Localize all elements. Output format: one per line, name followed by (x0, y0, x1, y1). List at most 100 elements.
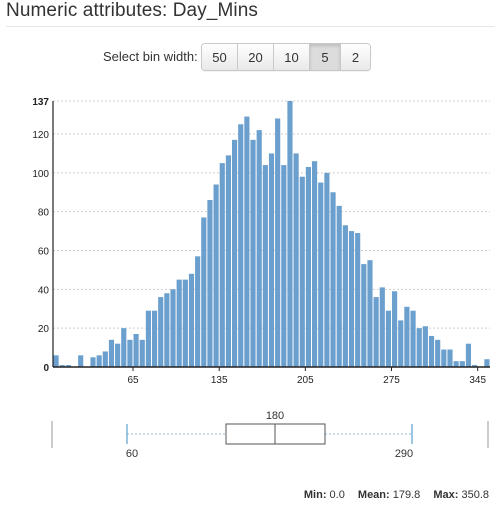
bin-width-10-button[interactable]: 10 (274, 44, 310, 70)
histogram-bar (281, 165, 287, 367)
y-tick-label: 100 (32, 169, 49, 180)
mean-stat-value: 179.8 (392, 489, 421, 501)
histogram-bar (336, 205, 342, 367)
histogram-bar (225, 155, 231, 367)
histogram-bar (422, 326, 428, 367)
histogram-bar (59, 365, 65, 367)
histogram-bar (207, 200, 213, 367)
boxplot-low-whisker-label: 60 (126, 448, 138, 460)
histogram-bar (361, 264, 367, 367)
histogram-bar (275, 118, 281, 367)
histogram-bar (318, 182, 324, 367)
histogram-bar (96, 355, 102, 367)
histogram-bar (379, 287, 385, 367)
boxplot: 180 60 290 (51, 410, 489, 460)
histogram-bar (238, 124, 244, 367)
histogram-bar (244, 116, 250, 368)
histogram-bar (404, 306, 410, 367)
max-stat-value: 350.8 (461, 489, 489, 501)
histogram-bar (158, 297, 164, 367)
histogram-bar (250, 139, 256, 367)
summary-stats: Min: 0.0 Mean: 179.8 Max: 350.8 (304, 489, 489, 501)
y-tick-label: 40 (38, 285, 50, 296)
bin-width-20-button[interactable]: 20 (238, 44, 274, 70)
x-tick-label: 275 (383, 375, 400, 386)
histogram-bar (435, 339, 441, 367)
histogram-bar (78, 355, 84, 367)
y-tick-label: 60 (38, 247, 50, 258)
histogram-bar (330, 192, 336, 367)
histogram-bar (459, 361, 465, 367)
histogram-bar (367, 260, 373, 367)
x-tick-label: 345 (469, 375, 486, 386)
y-tick-label: 0 (43, 363, 49, 374)
page-title: Numeric attributes: Day_Mins (6, 0, 258, 21)
histogram-bar (312, 161, 318, 367)
histogram-bar (453, 361, 459, 367)
histogram-bar (176, 279, 182, 367)
histogram-bar (53, 355, 59, 367)
histogram-bar (108, 339, 115, 367)
y-tick-label: 20 (38, 324, 50, 335)
histogram-chart: 0 20 40 60 80 100 120 137 65 135 205 275 345 (32, 97, 490, 386)
histogram-bar (90, 357, 96, 367)
histogram-bar (139, 339, 145, 367)
histogram-bar (145, 310, 151, 367)
min-stat-value: 0.0 (329, 489, 345, 501)
bin-width-5-button[interactable]: 5 (310, 44, 341, 70)
histogram-bar (127, 339, 133, 367)
x-tick-label: 205 (297, 375, 314, 386)
y-tick-label: 80 (38, 208, 50, 219)
histogram-bar (299, 176, 305, 367)
histogram-bar (373, 297, 379, 367)
histogram-bar (219, 163, 225, 367)
x-tick-label: 135 (211, 375, 228, 386)
histogram-bar (472, 365, 478, 367)
histogram-bar (293, 153, 299, 367)
boxplot-median-label: 180 (266, 410, 284, 422)
boxplot-high-whisker-label: 290 (395, 448, 413, 460)
histogram-bar (410, 310, 416, 367)
mean-stat-label: Mean: (357, 489, 390, 501)
bin-width-label: Select bin width: (103, 49, 198, 64)
histogram-bar (324, 172, 330, 367)
histogram-bar (392, 291, 398, 367)
histogram-bar (262, 165, 268, 367)
y-tick-label: 120 (32, 130, 49, 141)
bin-width-50-button[interactable]: 50 (202, 44, 238, 70)
histogram-bar (201, 217, 207, 367)
bin-width-2-button[interactable]: 2 (341, 44, 370, 70)
max-stat-label: Max: (433, 489, 459, 501)
histogram-bar (195, 256, 201, 367)
histogram-bar (268, 153, 275, 367)
histogram-bar (398, 320, 404, 367)
histogram-bar (65, 365, 71, 367)
histogram-bar (133, 333, 139, 367)
bin-width-selector: 50 20 10 5 2 (201, 43, 371, 71)
histogram-bar (385, 310, 392, 367)
histogram-bar (441, 349, 447, 367)
histogram-bar (151, 310, 158, 367)
histogram-bar (170, 289, 176, 367)
histogram-bar (115, 343, 121, 367)
x-tick-label: 65 (127, 375, 139, 386)
histogram-bar (355, 233, 361, 367)
histogram-bar (416, 328, 422, 367)
histogram-bar (213, 184, 219, 367)
histogram-bar (287, 101, 293, 367)
title-divider (6, 26, 495, 27)
histogram-bar (342, 225, 348, 367)
histogram-bar (188, 273, 195, 367)
histogram-bar (164, 293, 170, 367)
histogram-bar (121, 328, 127, 367)
histogram-bar (428, 335, 435, 367)
histogram-bar (348, 231, 355, 367)
min-stat-label: Min: (303, 489, 327, 501)
histogram-bar (465, 343, 472, 367)
histogram-bar (231, 139, 238, 367)
y-tick-label: 137 (32, 97, 49, 108)
histogram-bar (102, 351, 108, 367)
histogram-bar (484, 359, 490, 367)
histogram-bar (256, 130, 262, 367)
histogram-bar (447, 349, 453, 367)
